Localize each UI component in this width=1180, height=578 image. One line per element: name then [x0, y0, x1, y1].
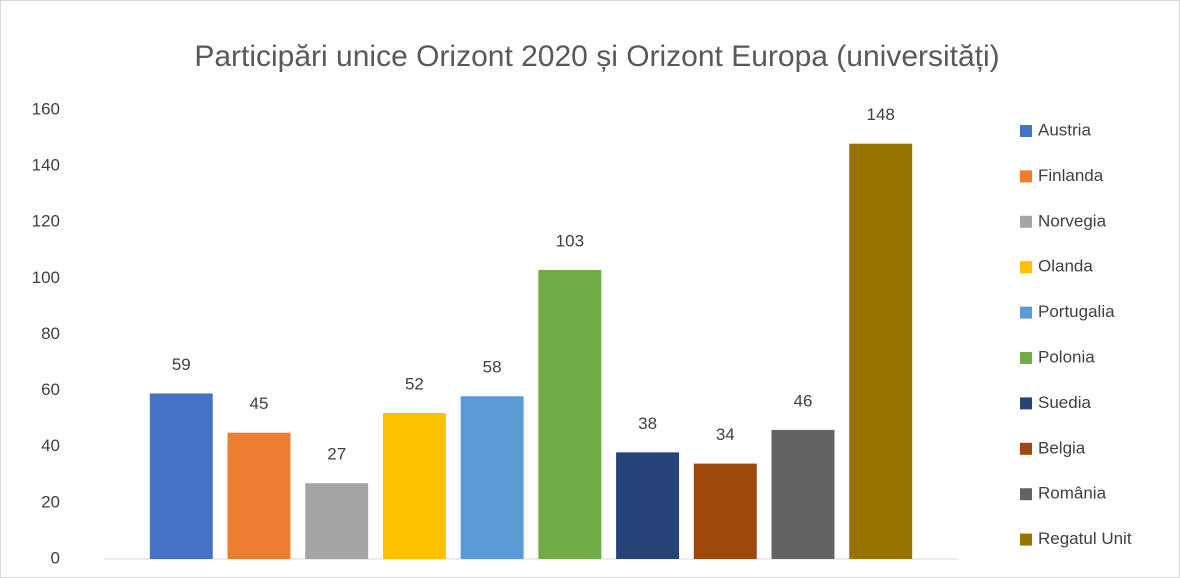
- legend-label: Norvegia: [1038, 211, 1107, 230]
- y-tick-label: 160: [32, 99, 60, 118]
- data-label: 58: [483, 358, 502, 377]
- legend-label: Olanda: [1038, 257, 1093, 276]
- legend-swatch: [1020, 442, 1032, 455]
- y-tick-label: 40: [41, 436, 60, 455]
- bar: [305, 483, 369, 559]
- data-label: 46: [794, 391, 813, 410]
- bar: [382, 413, 446, 559]
- legend-swatch: [1020, 125, 1032, 137]
- legend-label: Suedia: [1038, 393, 1091, 412]
- y-tick-label: 20: [41, 492, 60, 511]
- legend-swatch: [1020, 170, 1032, 183]
- data-label: 34: [716, 425, 735, 444]
- y-tick-label: 80: [41, 324, 60, 343]
- legend-label: Finlanda: [1038, 166, 1104, 185]
- bar: [693, 463, 757, 559]
- legend-label: Portugalia: [1038, 302, 1115, 321]
- y-tick-label: 0: [51, 548, 60, 567]
- legend-label: Austria: [1038, 120, 1091, 139]
- bar: [149, 393, 213, 559]
- bar: [771, 429, 835, 559]
- legend-swatch: [1020, 261, 1032, 274]
- legend-swatch: [1020, 533, 1032, 546]
- legend-label: România: [1038, 484, 1107, 503]
- data-label: 38: [638, 414, 657, 433]
- legend-label: Polonia: [1038, 347, 1095, 366]
- data-label: 59: [172, 355, 191, 374]
- legend-swatch: [1020, 215, 1032, 228]
- y-tick-label: 100: [32, 268, 60, 287]
- legend-swatch: [1020, 306, 1032, 319]
- data-label: 103: [556, 231, 584, 250]
- data-label: 27: [327, 445, 346, 464]
- data-label: 148: [867, 105, 895, 124]
- bar: [538, 269, 602, 559]
- legend-label: Belgia: [1038, 438, 1086, 457]
- data-label: 45: [250, 394, 269, 413]
- legend-swatch: [1020, 488, 1032, 501]
- bar: [227, 432, 291, 559]
- legend-swatch: [1020, 397, 1032, 410]
- chart-title: Participări unice Orizont 2020 și Orizon…: [194, 40, 999, 73]
- legend-label: Regatul Unit: [1038, 529, 1132, 548]
- legend-swatch: [1020, 352, 1032, 364]
- bar: [616, 452, 680, 559]
- y-tick-label: 120: [32, 212, 60, 231]
- y-tick-label: 60: [41, 380, 60, 399]
- bar: [460, 396, 524, 559]
- bar: [849, 143, 913, 560]
- y-tick-label: 140: [32, 156, 60, 175]
- data-label: 52: [405, 375, 424, 394]
